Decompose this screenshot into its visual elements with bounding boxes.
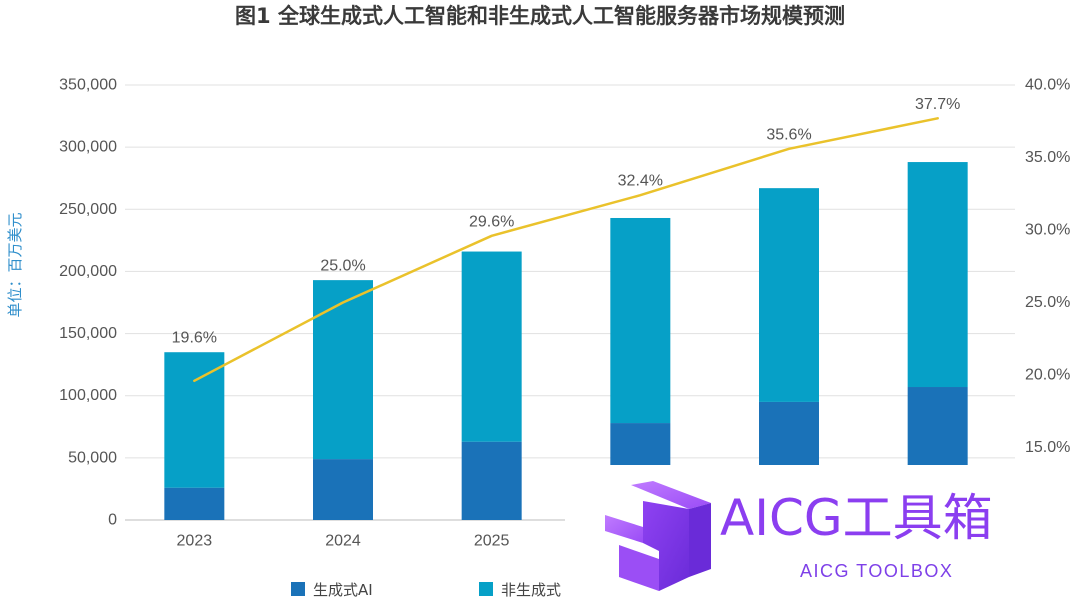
y-tick-label: 150,000 bbox=[59, 325, 117, 342]
data-label: 25.0% bbox=[320, 258, 365, 275]
data-label-layer: 19.6% 25.0% 29.6% 32.4% 35.6% 37.7% bbox=[172, 96, 961, 347]
y-tick-label: 0 bbox=[108, 512, 117, 529]
bar-generative-ai bbox=[164, 487, 225, 520]
bar-non-generative-ai bbox=[907, 162, 968, 388]
data-label: 29.6% bbox=[469, 213, 514, 230]
logo-left-wedge bbox=[605, 515, 643, 543]
y-tick-label: 200,000 bbox=[59, 263, 117, 280]
logo-right-face bbox=[689, 503, 711, 577]
legend-label-non-generative-ai: 非生成式 bbox=[501, 580, 562, 599]
logo-lower-wedge bbox=[619, 545, 659, 591]
legend-item-non-generative-ai: 非生成式 bbox=[479, 578, 561, 600]
y2-tick-label: 20.0% bbox=[1025, 367, 1070, 384]
bar-generative-ai bbox=[461, 441, 522, 520]
y-tick-label: 350,000 bbox=[59, 77, 117, 94]
legend-swatch-non-generative-ai bbox=[479, 582, 493, 596]
x-tick-label: 2025 bbox=[474, 533, 510, 550]
x-tick-label: 2023 bbox=[177, 533, 213, 550]
y2-tick-label: 25.0% bbox=[1025, 294, 1070, 311]
y-tick-label: 300,000 bbox=[59, 139, 117, 156]
axis-layer: 0 50,000 100,000 150,000 200,000 250,000 300,0… bbox=[59, 77, 1070, 550]
data-label: 32.4% bbox=[618, 173, 663, 190]
bar-generative-ai bbox=[313, 459, 373, 520]
y2-tick-label: 30.0% bbox=[1025, 222, 1070, 239]
y2-tick-label: 15.0% bbox=[1025, 439, 1070, 456]
grid-layer bbox=[125, 84, 1015, 521]
bar-non-generative-ai bbox=[461, 251, 522, 442]
y2-tick-label: 35.0% bbox=[1025, 149, 1070, 166]
data-label: 37.7% bbox=[915, 96, 960, 113]
chart-title: 图1 全球生成式人工智能和非生成式人工智能服务器市场规模预测 bbox=[235, 4, 845, 28]
y-tick-label: 50,000 bbox=[68, 449, 117, 466]
legend-swatch-generative-ai bbox=[291, 582, 305, 596]
bar-non-generative-ai bbox=[759, 188, 819, 402]
bar-non-generative-ai bbox=[610, 217, 671, 424]
share-line bbox=[193, 117, 939, 383]
legend-label-generative-ai: 生成式AI bbox=[313, 580, 373, 599]
bar-non-generative-ai bbox=[313, 280, 373, 460]
y-tick-label: 100,000 bbox=[59, 387, 117, 404]
legend-item-generative-ai: 生成式AI bbox=[291, 578, 373, 600]
y-axis-label: 单位：百万美元 bbox=[6, 212, 24, 317]
cube-arrow-logo-icon bbox=[605, 481, 711, 591]
line-layer bbox=[193, 117, 939, 383]
data-label: 35.6% bbox=[766, 126, 811, 143]
y2-tick-label: 40.0% bbox=[1025, 77, 1070, 94]
x-tick-label: 2024 bbox=[325, 533, 361, 550]
logo-top-face bbox=[631, 481, 711, 509]
watermark: AICG工具箱 AICG TOOLBOX bbox=[565, 465, 1080, 603]
logo-front-face bbox=[643, 501, 689, 591]
watermark-title: AICG工具箱 bbox=[720, 489, 993, 547]
bar-non-generative-ai bbox=[164, 352, 225, 488]
watermark-subtitle: AICG TOOLBOX bbox=[800, 561, 954, 581]
y-tick-label: 250,000 bbox=[59, 201, 117, 218]
data-label: 19.6% bbox=[172, 330, 217, 347]
